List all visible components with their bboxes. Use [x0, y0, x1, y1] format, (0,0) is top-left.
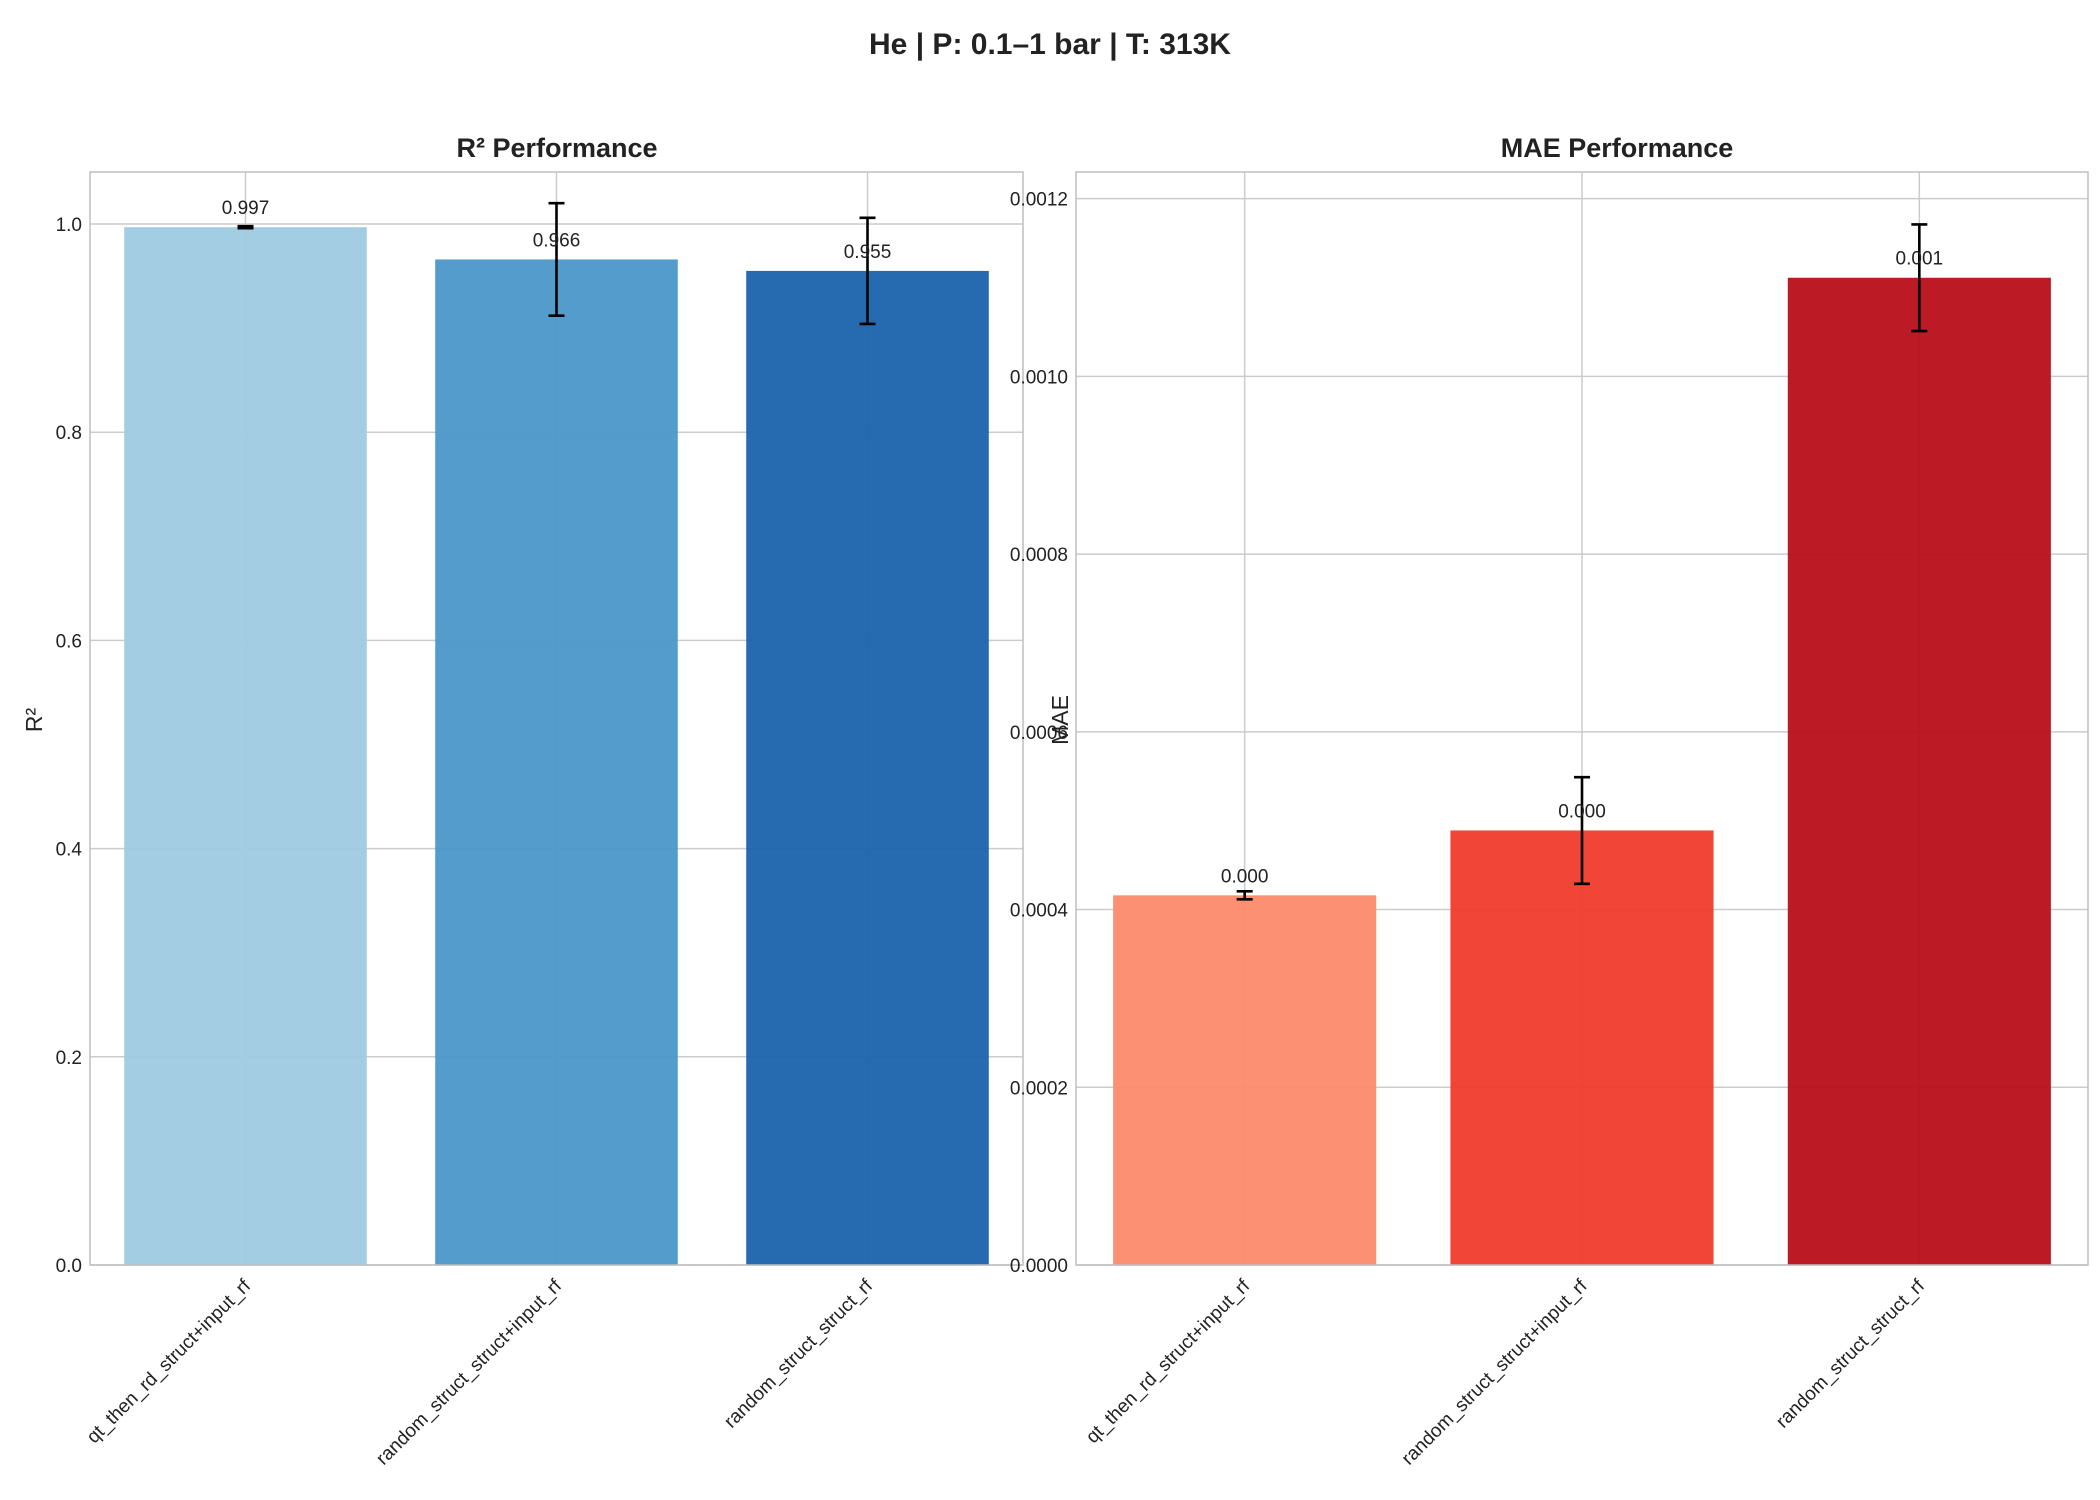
mae-data-label: 0.000: [1558, 801, 1606, 822]
mae-y-tick-label: 0.0004: [1010, 901, 1069, 922]
r2-y-tick-label: 0.6: [56, 631, 82, 652]
r2-error-bar: [548, 201, 565, 317]
mae-x-tick-label: random_struct_struct_rf: [1772, 1275, 1929, 1432]
r2-data-label: 0.997: [222, 198, 270, 219]
mae-error-bar: [1574, 775, 1590, 886]
mae-data-label: 0.001: [1896, 249, 1944, 270]
mae-axes-frame: [1075, 171, 2089, 1266]
r2-data-label: 0.966: [533, 230, 581, 251]
r2-bar: [435, 259, 678, 1265]
r2-y-tick-label: 0.4: [56, 840, 83, 861]
mae-y-tick-label: 0.0010: [1010, 367, 1068, 388]
mae-y-tick-label: 0.0002: [1010, 1078, 1068, 1099]
r2-axes-frame: [89, 171, 1024, 1266]
r2-bar: [124, 227, 367, 1266]
r2-bar: [746, 270, 989, 1265]
mae-x-tick-label: qt_then_rd_struct+input_rf: [1082, 1275, 1255, 1448]
r2-y-tick-label: 1.0: [56, 215, 82, 236]
r2-error-bar: [859, 216, 876, 326]
mae-bar: [1450, 830, 1714, 1265]
r2-y-tick-label: 0.2: [56, 1048, 82, 1069]
mae-panel: MAE Performance MAE 0.0000 0.0002 0.0004 0.…: [1010, 133, 2089, 1469]
mae-bar: [1787, 277, 2051, 1266]
mae-data-label: 0.000: [1221, 866, 1269, 887]
r2-panel-title: R² Performance: [456, 133, 657, 163]
r2-data-label: 0.955: [844, 242, 892, 263]
mae-panel-title: MAE Performance: [1501, 133, 1734, 163]
r2-x-tick-label: qt_then_rd_struct+input_rf: [83, 1275, 256, 1448]
mae-y-tick-label: 0.0000: [1010, 1256, 1068, 1277]
r2-x-tick-label: random_struct_struct_rf: [720, 1275, 877, 1432]
mae-y-tick-label: 0.0012: [1010, 190, 1068, 211]
r2-panel: R² Performance R² 0.0 0.2 0.4 0.6 0.8 1.0 0.99…: [21, 133, 1024, 1469]
mae-error-bar: [1236, 890, 1253, 901]
r2-error-bar: [237, 224, 254, 230]
r2-y-tick-label: 0.0: [56, 1256, 82, 1277]
r2-y-tick-label: 0.8: [56, 423, 82, 444]
mae-error-bar: [1911, 223, 1928, 333]
r2-y-axis-label: R²: [21, 708, 47, 733]
mae-y-axis-label: MAE: [1047, 695, 1073, 745]
r2-x-tick-label: random_struct_struct+input_rf: [372, 1275, 566, 1469]
mae-y-tick-label: 0.0006: [1010, 723, 1068, 744]
figure-title: He | P: 0.1–1 bar | T: 313K: [869, 28, 1231, 61]
mae-y-tick-label: 0.0008: [1010, 545, 1068, 566]
mae-x-tick-label: random_struct_struct+input_rf: [1398, 1275, 1592, 1469]
mae-bar: [1113, 895, 1377, 1265]
